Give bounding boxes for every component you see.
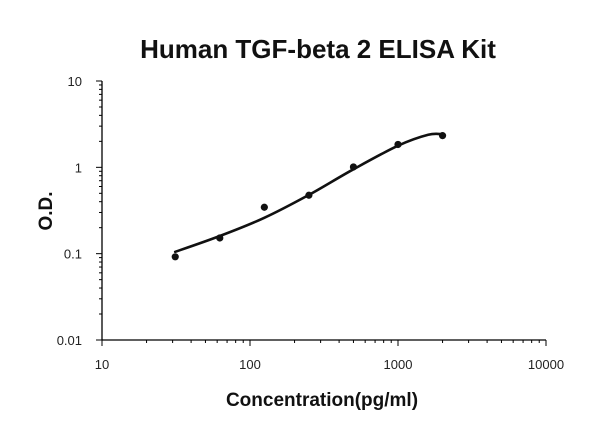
x-tick-label: 10 [95, 357, 109, 372]
y-tick-label: 0.01 [57, 333, 82, 348]
chart-title: Human TGF-beta 2 ELISA Kit [140, 34, 496, 64]
x-tick-label: 100 [239, 357, 261, 372]
x-axis-label: Concentration(pg/ml) [226, 390, 418, 411]
data-point [260, 203, 268, 211]
y-axis-label: O.D. [36, 191, 57, 230]
data-point [394, 140, 402, 149]
fit-curve [173, 132, 444, 254]
data-point [216, 234, 224, 242]
y-tick-label: 10 [68, 74, 82, 89]
y-tick-label: 1 [75, 160, 82, 175]
data-point [349, 163, 358, 171]
y-tick-label: 0.1 [64, 247, 82, 262]
data-points [171, 132, 447, 261]
x-tick-label: 10000 [528, 357, 564, 372]
x-axis-ticks: 10 100 1000 10000 [95, 340, 564, 372]
data-point [305, 191, 313, 199]
y-axis-ticks: 0.01 0.1 1 10 [57, 74, 102, 348]
data-point [171, 253, 179, 261]
x-tick-label: 1000 [384, 357, 413, 372]
data-point [438, 132, 447, 140]
